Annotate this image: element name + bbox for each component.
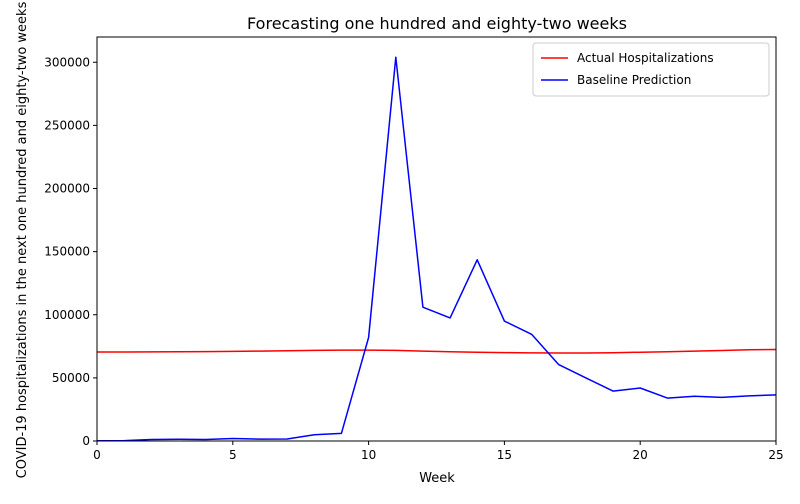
x-tick-label: 10 xyxy=(361,448,376,462)
y-tick-label: 300000 xyxy=(44,55,90,69)
legend-label: Actual Hospitalizations xyxy=(577,51,714,65)
y-axis-label: COVID-19 hospitalizations in the next on… xyxy=(15,1,30,478)
y-tick-label: 250000 xyxy=(44,118,90,132)
x-tick-label: 20 xyxy=(633,448,648,462)
chart-title: Forecasting one hundred and eighty-two w… xyxy=(247,14,627,33)
y-tick-label: 0 xyxy=(82,434,90,448)
plot-frame xyxy=(96,36,777,442)
y-tick-label: 50000 xyxy=(52,371,90,385)
x-tick-label: 5 xyxy=(229,448,237,462)
series-line-0 xyxy=(97,348,776,354)
y-tick-label: 100000 xyxy=(44,308,90,322)
legend-label: Baseline Prediction xyxy=(577,73,691,87)
series-line-1 xyxy=(97,56,776,441)
legend-box xyxy=(532,42,770,97)
y-tick-label: 200000 xyxy=(44,182,90,196)
x-tick-label: 15 xyxy=(497,448,512,462)
x-tick-label: 25 xyxy=(768,448,783,462)
y-tick-label: 150000 xyxy=(44,245,90,259)
x-axis-label: Week xyxy=(419,471,455,486)
x-tick-label: 0 xyxy=(93,448,101,462)
legend: Actual Hospitalizations Baseline Predicti… xyxy=(532,42,770,97)
